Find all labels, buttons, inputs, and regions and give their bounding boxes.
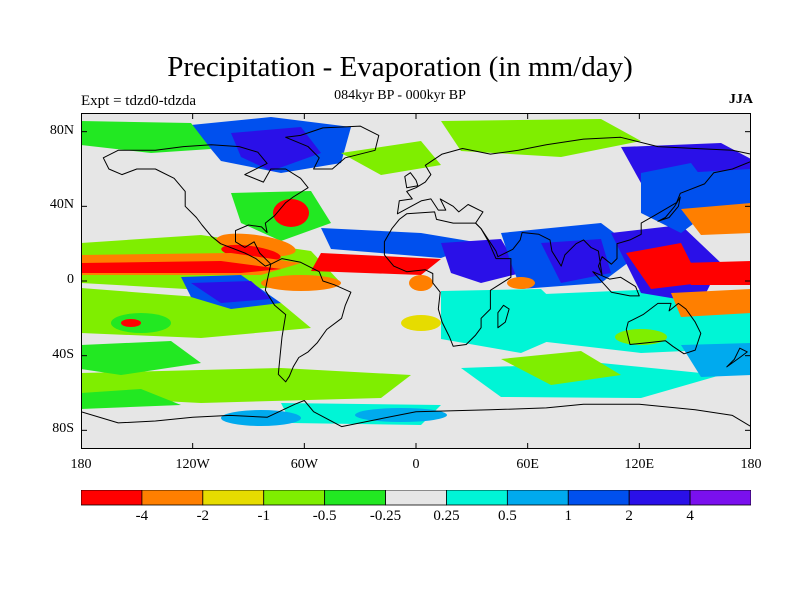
lon-tick-label: 60E (516, 457, 539, 472)
colorbar-label: 4 (686, 508, 694, 524)
lat-tick-label: 40N (49, 197, 74, 213)
coastline (726, 347, 748, 368)
map-subtitle: 084kyr BP - 000kyr BP (334, 88, 466, 103)
shaded-region (191, 281, 271, 303)
colorbar-label: -0.25 (369, 508, 402, 524)
shaded-region (681, 203, 751, 235)
coastline (285, 125, 380, 170)
coastline (264, 258, 352, 383)
shaded-region (681, 343, 751, 377)
colorbar-label: -1 (257, 508, 270, 524)
shaded-region (81, 121, 211, 153)
precipitation-map (81, 113, 751, 449)
colorbar-label: -0.5 (312, 508, 337, 524)
coastline (102, 144, 309, 267)
coastline (396, 136, 751, 276)
shaded-region (671, 289, 751, 317)
colorbar-swatch (506, 490, 569, 506)
coastline (383, 211, 512, 347)
shaded-region (81, 261, 281, 273)
shaded-region (501, 351, 621, 385)
colorbar-label: -2 (196, 508, 210, 524)
shaded-region (615, 329, 667, 345)
shaded-region (261, 275, 341, 291)
shaded-region (401, 315, 441, 331)
colorbar-swatch (202, 490, 265, 506)
map-frame (81, 113, 751, 449)
shaded-region (681, 261, 751, 285)
season-label: JJA (728, 92, 753, 107)
colorbar-label: 0.5 (497, 508, 517, 524)
shaded-region (626, 243, 701, 289)
colorbar-swatch (141, 490, 204, 506)
colorbar (81, 490, 751, 506)
lon-tick-label: 60W (290, 457, 318, 472)
colorbar-swatch (263, 490, 326, 506)
colorbar-swatch (689, 490, 751, 506)
colorbar-swatch (324, 490, 386, 506)
colorbar-swatch (446, 490, 508, 506)
lon-tick-label: 180 (740, 457, 762, 472)
coastline (592, 271, 640, 297)
field-shading (81, 117, 751, 426)
lon-tick-label: 0 (412, 457, 420, 472)
colorbar-swatch (385, 490, 447, 506)
shaded-region (441, 239, 521, 283)
lat-tick-label: 40S (52, 346, 74, 362)
shaded-region (321, 228, 481, 258)
coastline (625, 302, 702, 355)
lon-tick-label: 120E (624, 457, 655, 472)
shaded-region (221, 410, 301, 426)
experiment-label: Expt = tdzd0-tdzda (81, 93, 197, 109)
colorbar-label: -4 (135, 508, 149, 524)
shaded-region (81, 368, 411, 403)
coastline (657, 196, 681, 222)
shaded-region (231, 127, 321, 171)
colorbar-swatch (628, 490, 691, 506)
shaded-region (409, 275, 433, 291)
shaded-region (81, 341, 201, 375)
shaded-region (121, 319, 141, 327)
lon-tick-label: 180 (70, 457, 92, 472)
shaded-region (507, 277, 535, 289)
map-title: Precipitation - Evaporation (in mm/day) (167, 51, 633, 83)
coastline (497, 304, 510, 329)
colorbar-label: 2 (625, 508, 633, 524)
lat-tick-label: 80N (49, 122, 74, 138)
colorbar-label: 0.25 (433, 508, 460, 524)
coastlines (81, 125, 751, 428)
shaded-region (441, 119, 641, 157)
shaded-region (441, 289, 581, 353)
lon-tick-label: 120W (175, 457, 210, 472)
coastline (404, 172, 419, 189)
shaded-region (341, 141, 441, 175)
colorbar-label: 1 (564, 508, 573, 524)
lat-tick-label: 0 (67, 272, 74, 287)
coastline (81, 400, 751, 428)
colorbar-swatch (567, 490, 630, 506)
shaded-region (273, 199, 309, 227)
lat-tick-label: 80S (52, 421, 74, 437)
shaded-region (81, 389, 181, 409)
shaded-region (311, 253, 441, 275)
colorbar-swatch (81, 490, 143, 506)
